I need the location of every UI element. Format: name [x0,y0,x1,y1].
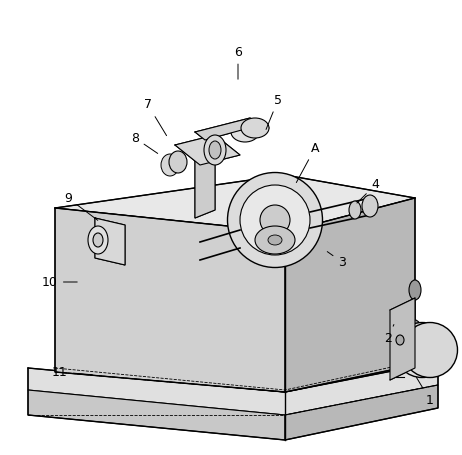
Ellipse shape [240,185,310,255]
Text: 6: 6 [234,46,242,79]
Text: 1: 1 [416,377,434,406]
Ellipse shape [227,172,322,268]
Text: 4: 4 [357,178,379,203]
Polygon shape [175,135,240,165]
Ellipse shape [349,201,361,219]
Ellipse shape [395,323,450,378]
Ellipse shape [402,323,457,378]
Text: 8: 8 [131,131,158,153]
Ellipse shape [409,320,421,340]
Polygon shape [390,298,415,380]
Text: 2: 2 [384,324,394,344]
Ellipse shape [362,195,378,217]
Ellipse shape [268,235,282,245]
Polygon shape [28,390,285,440]
Ellipse shape [93,233,103,247]
Polygon shape [195,118,260,140]
Ellipse shape [204,135,226,165]
Polygon shape [285,385,438,440]
Ellipse shape [241,118,269,138]
Ellipse shape [411,344,419,356]
Polygon shape [195,138,215,218]
Text: 3: 3 [327,252,346,268]
Ellipse shape [161,154,179,176]
Text: 5: 5 [266,93,282,129]
Ellipse shape [88,226,108,254]
Ellipse shape [409,280,421,300]
Ellipse shape [209,141,221,159]
Ellipse shape [396,335,404,345]
Polygon shape [285,198,415,392]
Text: 9: 9 [64,192,98,220]
Polygon shape [55,208,285,392]
Polygon shape [55,175,415,232]
Ellipse shape [255,226,295,254]
Text: A: A [296,142,319,182]
Polygon shape [95,218,125,265]
Text: 7: 7 [144,98,167,136]
Ellipse shape [260,205,290,235]
Text: 10: 10 [42,275,77,288]
Ellipse shape [231,122,259,142]
Text: 11: 11 [52,365,92,379]
Polygon shape [28,362,438,415]
Ellipse shape [169,151,187,173]
